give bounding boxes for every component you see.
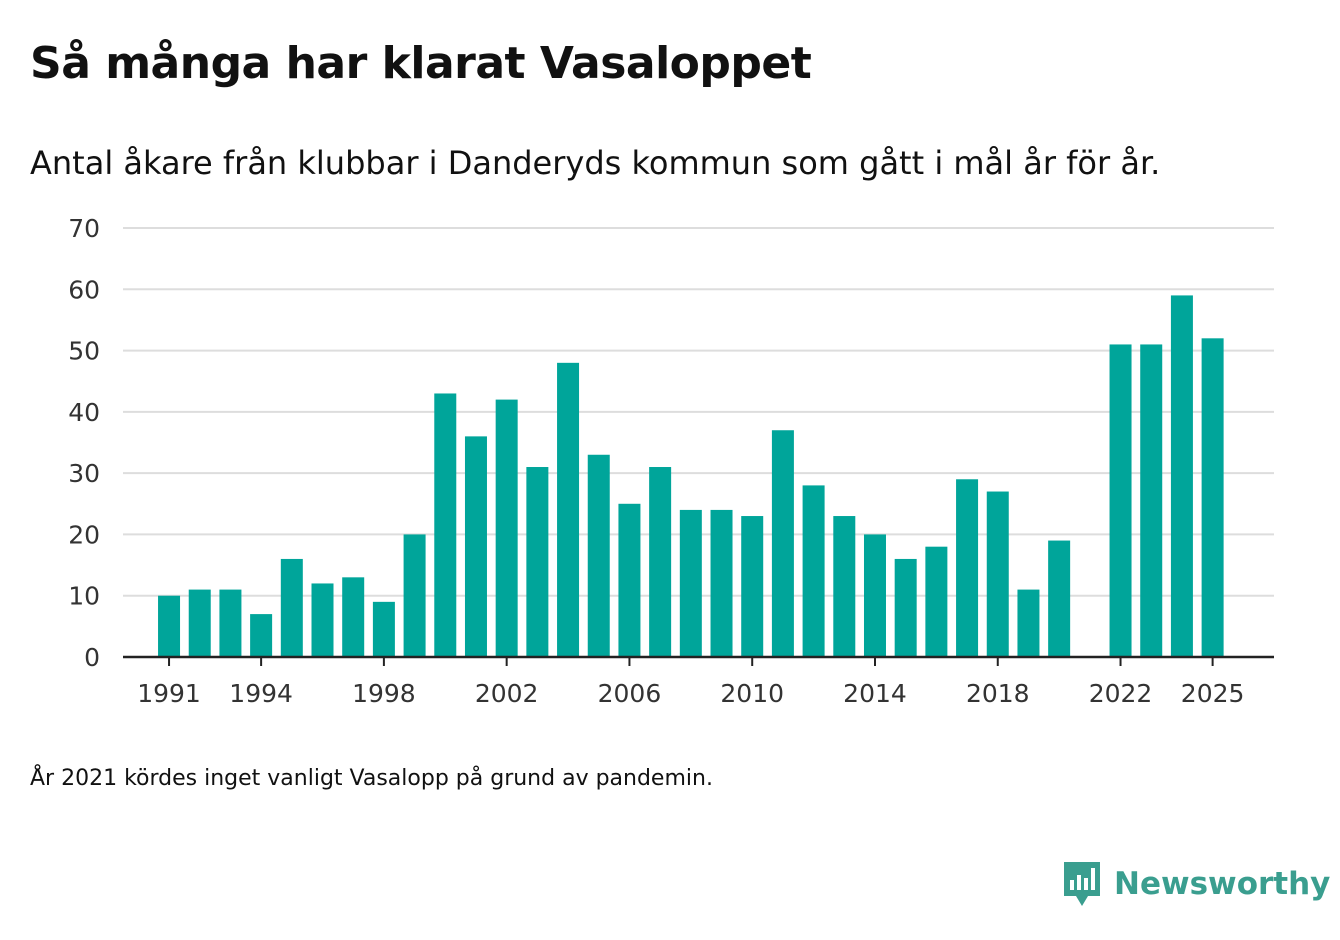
- y-tick-label: 10: [68, 582, 100, 611]
- bar-2003[interactable]: [526, 467, 549, 657]
- chart-title: Så många har klarat Vasaloppet: [30, 38, 812, 89]
- bar-2017[interactable]: [956, 479, 979, 657]
- bar-1994[interactable]: [250, 614, 273, 657]
- y-tick-label: 20: [68, 520, 100, 549]
- bar-1992[interactable]: [188, 589, 211, 657]
- y-tick-label: 30: [68, 459, 100, 488]
- bar-2020[interactable]: [1048, 540, 1071, 657]
- footnote: År 2021 kördes inget vanligt Vasalopp på…: [30, 766, 713, 791]
- bar-2013[interactable]: [833, 516, 856, 657]
- bars: [158, 295, 1224, 657]
- bar-2006[interactable]: [618, 503, 641, 657]
- x-tick-label: 1998: [352, 679, 416, 708]
- bar-2011[interactable]: [771, 430, 794, 657]
- bar-2025[interactable]: [1201, 338, 1224, 657]
- x-tick-label: 1994: [229, 679, 293, 708]
- x-tick-label: 1991: [137, 679, 201, 708]
- bar-1999[interactable]: [403, 534, 426, 657]
- bar-2012[interactable]: [802, 485, 825, 657]
- x-tick-label: 2006: [598, 679, 662, 708]
- bar-1996[interactable]: [311, 583, 334, 657]
- bar-1998[interactable]: [372, 601, 395, 657]
- bar-2002[interactable]: [495, 399, 518, 657]
- bar-2015[interactable]: [894, 558, 917, 657]
- x-tick-label: 2014: [843, 679, 907, 708]
- bar-2019[interactable]: [1017, 589, 1040, 657]
- y-tick-label: 60: [68, 275, 100, 304]
- x-tick-label: 2025: [1181, 679, 1245, 708]
- bar-2023[interactable]: [1140, 344, 1163, 657]
- x-tick-label: 2002: [475, 679, 539, 708]
- bar-1997[interactable]: [342, 577, 365, 657]
- chart-subtitle: Antal åkare från klubbar i Danderyds kom…: [30, 144, 1161, 182]
- y-tick-label: 70: [68, 214, 100, 243]
- gridlines: [123, 227, 1274, 597]
- bar-2008[interactable]: [679, 509, 702, 657]
- bar-2022[interactable]: [1109, 344, 1132, 657]
- brand-name: Newsworthy: [1114, 866, 1331, 902]
- bar-2000[interactable]: [434, 393, 457, 657]
- y-tick-label: 50: [68, 337, 100, 366]
- bar-2014[interactable]: [863, 534, 886, 657]
- y-tick-label: 0: [84, 643, 100, 672]
- x-tick-label: 2010: [720, 679, 784, 708]
- bar-2004[interactable]: [557, 362, 580, 657]
- bar-1995[interactable]: [280, 558, 303, 657]
- bar-2009[interactable]: [710, 509, 733, 657]
- bar-1991[interactable]: [158, 595, 181, 657]
- bar-2007[interactable]: [649, 467, 672, 657]
- axes: 0 10 20 30 40 50 60 70 1991 1994 1998 2002 2006 2010 2…: [68, 214, 1274, 708]
- newsworthy-logo-icon: [1064, 862, 1100, 906]
- x-tick-label: 2022: [1089, 679, 1153, 708]
- bar-2016[interactable]: [925, 546, 948, 657]
- bar-2010[interactable]: [741, 516, 764, 657]
- bar-2001[interactable]: [464, 436, 487, 657]
- bar-2005[interactable]: [587, 454, 610, 657]
- brand-logo[interactable]: Newsworthy: [1062, 860, 1330, 908]
- bar-1993[interactable]: [219, 589, 242, 657]
- bar-2018[interactable]: [986, 491, 1009, 657]
- bar-chart: 0 10 20 30 40 50 60 70 1991 1994 1998 2002 2006 2010 2…: [68, 214, 1274, 708]
- bar-2024[interactable]: [1170, 295, 1193, 657]
- x-tick-label: 2018: [966, 679, 1030, 708]
- y-tick-label: 40: [68, 398, 100, 427]
